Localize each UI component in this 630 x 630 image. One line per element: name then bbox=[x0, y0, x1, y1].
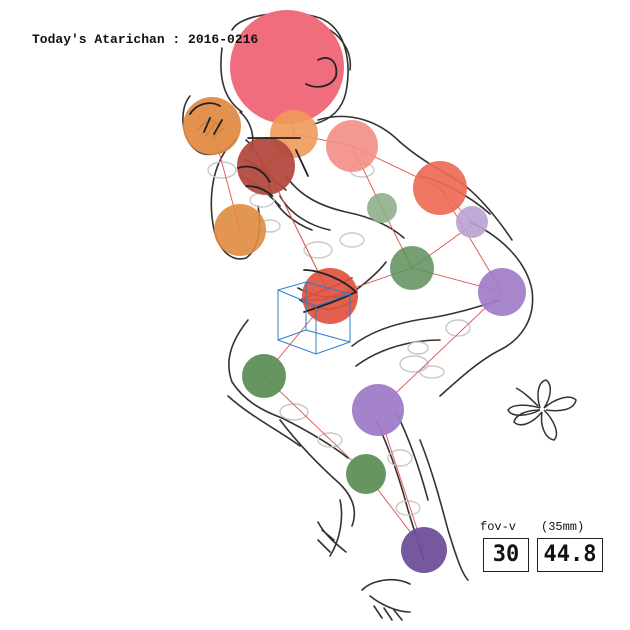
joint-ankle-right[interactable] bbox=[401, 527, 447, 573]
fov-label: fov-v bbox=[480, 520, 517, 534]
sketch-chest-line bbox=[285, 175, 405, 239]
joint-elbow-small[interactable] bbox=[367, 193, 397, 223]
sketch-left-leg bbox=[227, 319, 349, 459]
joint-hip-right[interactable] bbox=[478, 268, 526, 316]
joint-chest[interactable] bbox=[237, 137, 295, 195]
joint-knee-left[interactable] bbox=[346, 454, 386, 494]
sketch-ground-toes bbox=[361, 578, 411, 591]
sketch-knee-right bbox=[419, 439, 469, 581]
sketch-overlay bbox=[189, 57, 358, 313]
joint-shoulder-right[interactable] bbox=[326, 120, 378, 172]
fov-35mm-label: (35mm) bbox=[541, 520, 585, 534]
sketch-back bbox=[439, 221, 534, 397]
joint-knee-right[interactable] bbox=[352, 384, 404, 436]
joint-rings bbox=[207, 161, 471, 516]
joint-hip-left[interactable] bbox=[242, 354, 286, 398]
sketch-hair bbox=[220, 29, 352, 113]
sketch-foot-left bbox=[317, 521, 347, 553]
joint-hand-raised[interactable] bbox=[183, 97, 241, 155]
joint-markers[interactable] bbox=[183, 10, 526, 573]
page-title: Today's Atarichan : 2016-0216 bbox=[32, 32, 259, 47]
sketch-foot-right bbox=[369, 595, 411, 621]
joint-elbow-far[interactable] bbox=[456, 206, 488, 238]
cube-gizmo[interactable] bbox=[277, 281, 351, 355]
fov-35mm-input[interactable]: 44.8 bbox=[537, 538, 603, 572]
joint-wrist-far[interactable] bbox=[390, 246, 434, 290]
joint-elbow-left[interactable] bbox=[214, 204, 266, 256]
joint-head[interactable] bbox=[230, 10, 344, 124]
sketch-thigh-upper bbox=[351, 299, 501, 367]
sketch-shin-left bbox=[279, 419, 356, 557]
fov-vertical-input[interactable]: 30 bbox=[483, 538, 529, 572]
flower-doodle bbox=[507, 379, 577, 441]
joint-shoulder-far[interactable] bbox=[413, 161, 467, 215]
